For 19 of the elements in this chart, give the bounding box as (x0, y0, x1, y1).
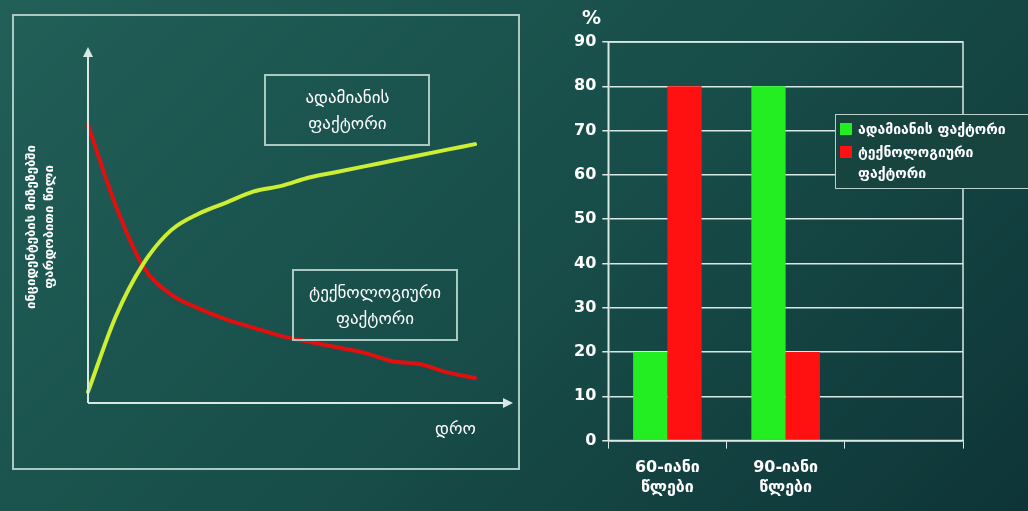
legend-label: ადამიანის ფაქტორი (858, 120, 1006, 139)
y-tick-label: 90 (574, 31, 597, 51)
y-tick-label: 0 (585, 429, 597, 449)
legend-label: ტექნოლოგიური ფაქტორი (858, 143, 975, 183)
y-tick-label: 80 (574, 75, 597, 95)
y-tick-label: 30 (574, 296, 597, 316)
y-tick-label: 10 (574, 385, 597, 405)
x-tick-label: 90-იანი წლები (753, 457, 819, 496)
y-tick-label: 20 (574, 341, 597, 361)
series-label: ტექნოლოგიური ფაქტორი (292, 269, 459, 342)
y-axis-title: ინციდენტების მიზეზებში ფარდობითი წილი (22, 144, 57, 311)
x-axis-title: დრო (435, 418, 476, 438)
x-tick-label: 60-იანი წლები (634, 457, 700, 496)
y-tick-label: 50 (574, 208, 597, 228)
y-axis-title: % (582, 6, 602, 28)
y-tick-label: 60 (574, 164, 597, 184)
y-tick-label: 40 (574, 252, 597, 272)
y-tick-label: 70 (574, 119, 597, 139)
series-label: ადამიანის ფაქტორი (264, 74, 431, 147)
